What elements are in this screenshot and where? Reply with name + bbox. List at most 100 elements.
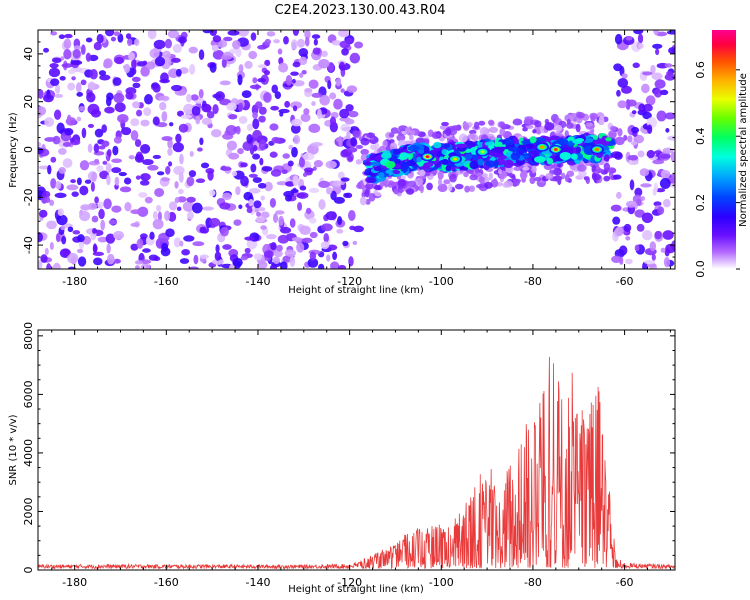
heatmap-cell (298, 56, 308, 66)
heatmap-cell (373, 189, 378, 196)
heatmap-cell (304, 36, 310, 47)
heatmap-cell (272, 213, 279, 223)
heatmap-cell (641, 83, 650, 94)
heatmap-cell (50, 156, 57, 163)
heatmap-cell (76, 116, 82, 122)
heatmap-cell (659, 89, 669, 96)
heatmap-cell (42, 190, 51, 198)
heatmap-cell (209, 217, 221, 227)
heatmap-cell (557, 138, 569, 146)
heatmap-cell (212, 93, 222, 99)
heatmap-cell (404, 127, 411, 134)
heatmap-cell (264, 181, 273, 192)
heatmap-cell (292, 175, 299, 187)
heatmap-cell (301, 69, 307, 75)
heatmap-cell (639, 168, 650, 177)
heatmap-cell (253, 253, 263, 261)
heatmap-cell (497, 169, 503, 175)
heatmap-cell (276, 244, 283, 252)
heatmap-cell (186, 196, 196, 203)
heatmap-cell (238, 102, 244, 112)
heatmap-cell (591, 164, 597, 173)
heatmap-cell (199, 254, 209, 259)
heatmap-cell (360, 148, 369, 156)
heatmap-cell (160, 177, 171, 182)
heatmap-cell (659, 153, 671, 159)
heatmap-cell (59, 75, 66, 81)
heatmap-cell (244, 236, 255, 241)
heatmap-cell (275, 210, 285, 215)
heatmap-cell (332, 180, 342, 187)
heatmap-cell (98, 145, 106, 150)
heatmap-cell (67, 266, 76, 269)
heatmap-cell (64, 33, 73, 39)
heatmap-cell (605, 137, 612, 142)
heatmap-cell (308, 79, 319, 89)
heatmap-cell (91, 215, 99, 223)
heatmap-cell (120, 126, 132, 136)
heatmap-cell (257, 182, 267, 189)
heatmap-cell (105, 233, 116, 244)
x-tick-label: -120 (337, 275, 362, 288)
heatmap-cell (346, 130, 351, 140)
heatmap-cell (152, 210, 158, 220)
heatmap-cell (104, 106, 115, 114)
heatmap-cell (131, 58, 137, 70)
heatmap-cell (389, 142, 398, 151)
heatmap-cell (585, 176, 590, 185)
heatmap-cell (638, 103, 646, 113)
heatmap-cell (353, 225, 365, 233)
heatmap-cell (325, 211, 337, 221)
heatmap-cell (469, 160, 479, 170)
heatmap-cell (290, 39, 298, 50)
heatmap-cell (307, 258, 319, 268)
heatmap-cell (87, 143, 93, 153)
heatmap-cell (617, 128, 623, 137)
heatmap-cell (626, 99, 637, 107)
heatmap-cell (178, 188, 184, 195)
heatmap-cell (621, 73, 628, 79)
heatmap-cell (544, 122, 555, 131)
heatmap-cell (464, 185, 471, 193)
heatmap-cell (340, 149, 349, 158)
heatmap-cell (313, 160, 323, 168)
heatmap-cell (575, 146, 581, 153)
heatmap-cell (507, 146, 520, 152)
heatmap-cell (529, 176, 536, 185)
heatmap-cell (646, 150, 656, 159)
heatmap-cell (290, 123, 301, 134)
heatmap-cell (38, 106, 47, 116)
heatmap-cell (252, 153, 261, 160)
heatmap-cell (61, 63, 74, 68)
x-tick-label: -160 (154, 576, 179, 589)
heatmap-cell (114, 56, 124, 64)
heatmap-cell (354, 41, 364, 49)
heatmap-peak (453, 157, 458, 161)
heatmap-cell (499, 121, 506, 128)
heatmap-cell (663, 257, 671, 268)
heatmap-cell (642, 71, 653, 76)
heatmap-cell (80, 44, 86, 55)
heatmap-cell (100, 219, 106, 231)
heatmap-cell (347, 155, 354, 161)
heatmap-cell (629, 179, 635, 191)
heatmap-cell (209, 62, 217, 73)
heatmap-cell (235, 186, 241, 196)
heatmap-cell (79, 185, 89, 196)
heatmap-cell (665, 128, 670, 133)
heatmap-cell (310, 142, 323, 147)
heatmap-cell (38, 89, 44, 99)
heatmap-cell (253, 206, 260, 213)
heatmap-cell (68, 69, 76, 75)
heatmap-cell (302, 152, 315, 161)
heatmap-cell (53, 109, 62, 120)
heatmap-cell (263, 69, 271, 76)
heatmap-cell (640, 183, 652, 188)
heatmap-cell (140, 119, 150, 127)
heatmap-cell (179, 258, 190, 264)
heatmap-cell (308, 123, 321, 134)
heatmap-cell (341, 48, 349, 56)
heatmap-cell (240, 255, 249, 261)
heatmap-cell (147, 164, 159, 171)
heatmap-cell (661, 169, 666, 180)
